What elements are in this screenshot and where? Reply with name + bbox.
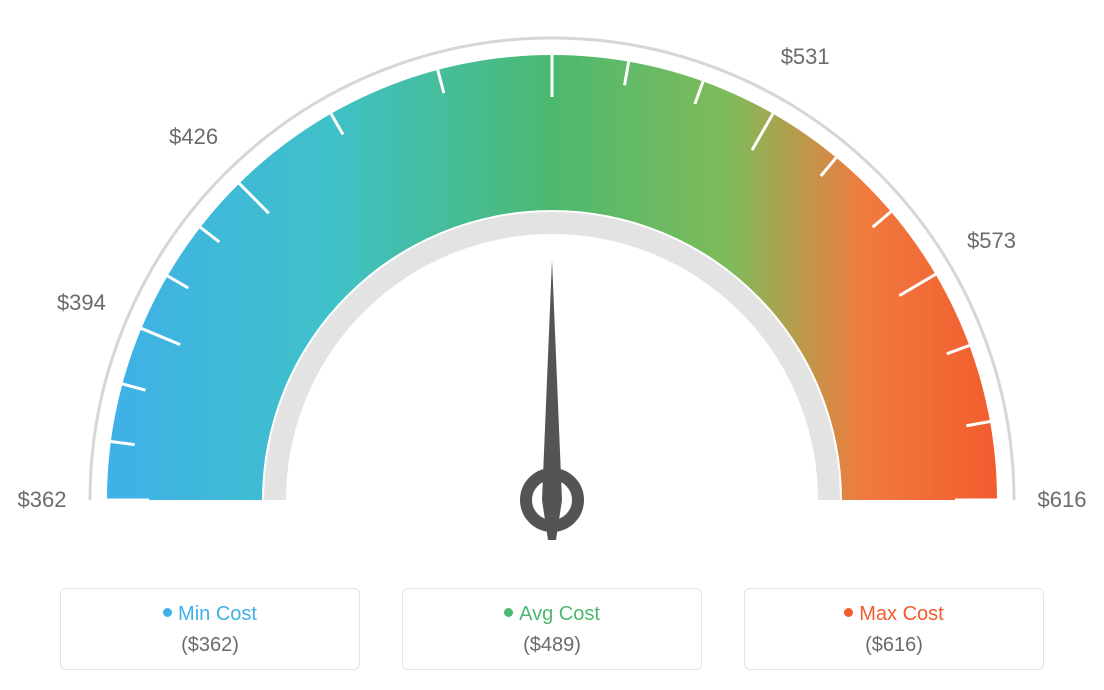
legend-value-min: ($362) xyxy=(61,634,359,657)
gauge-svg xyxy=(0,0,1104,560)
dot-icon xyxy=(163,608,172,617)
scale-label: $489 xyxy=(528,0,577,3)
scale-label: $426 xyxy=(169,124,218,150)
legend-title-min: Min Cost xyxy=(61,603,359,626)
legend-row: Min Cost ($362) Avg Cost ($489) Max Cost… xyxy=(0,588,1104,670)
dot-icon xyxy=(844,608,853,617)
scale-label: $394 xyxy=(57,290,106,316)
gauge-chart: $362 $394 $426 $489 $531 $573 $616 xyxy=(0,0,1104,560)
legend-label-avg: Avg Cost xyxy=(519,603,600,625)
legend-box-min: Min Cost ($362) xyxy=(60,588,360,670)
legend-label-min: Min Cost xyxy=(178,603,257,625)
scale-label: $616 xyxy=(1038,487,1087,513)
legend-box-avg: Avg Cost ($489) xyxy=(402,588,702,670)
legend-title-avg: Avg Cost xyxy=(403,603,701,626)
legend-title-max: Max Cost xyxy=(745,603,1043,626)
legend-value-avg: ($489) xyxy=(403,634,701,657)
legend-label-max: Max Cost xyxy=(859,603,943,625)
scale-label: $573 xyxy=(967,228,1016,254)
scale-label: $531 xyxy=(781,44,830,70)
dot-icon xyxy=(504,608,513,617)
legend-value-max: ($616) xyxy=(745,634,1043,657)
legend-box-max: Max Cost ($616) xyxy=(744,588,1044,670)
scale-label: $362 xyxy=(18,487,67,513)
